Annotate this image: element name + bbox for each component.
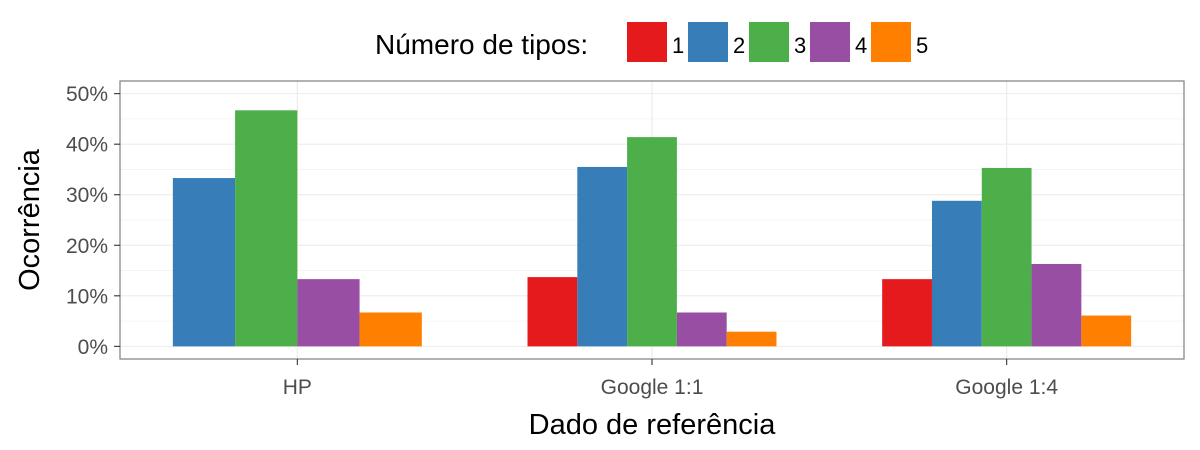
y-tick-label: 20% xyxy=(66,235,108,258)
x-tick-label: HP xyxy=(283,376,312,399)
bar-series-5-3 xyxy=(1081,315,1132,347)
legend-key-3 xyxy=(749,22,789,62)
legend-label-1: 1 xyxy=(672,33,684,58)
x-axis: HP Google 1:1 Google 1:4 xyxy=(283,359,1058,399)
legend-label-5: 5 xyxy=(916,33,928,58)
x-tick-label: Google 1:1 xyxy=(601,376,704,399)
legend-key-5 xyxy=(871,22,911,62)
bar-series-2-2 xyxy=(577,166,628,347)
bar-series-1-3 xyxy=(882,279,932,347)
legend-key-2 xyxy=(688,22,728,62)
bar-series-4-3 xyxy=(1031,263,1082,347)
bar-series-2-1 xyxy=(172,178,236,347)
legend-key-4 xyxy=(810,22,850,62)
y-tick-label: 30% xyxy=(66,184,108,207)
bar-series-3-1 xyxy=(235,110,298,347)
x-tick-label: Google 1:4 xyxy=(955,376,1058,399)
bar-series-3-3 xyxy=(981,167,1032,347)
legend-title: Número de tipos: xyxy=(375,29,588,60)
bar-series-5-1 xyxy=(359,312,422,347)
legend-label-2: 2 xyxy=(733,33,745,58)
y-tick-label: 40% xyxy=(66,134,108,157)
x-axis-title: Dado de referência xyxy=(529,409,777,441)
y-tick-label: 10% xyxy=(66,285,108,308)
legend-label-3: 3 xyxy=(794,33,806,58)
y-tick-label: 50% xyxy=(66,83,108,106)
bar-series-4-2 xyxy=(676,312,727,347)
bar-series-3-2 xyxy=(627,137,677,347)
bar-series-4-1 xyxy=(297,279,360,347)
y-axis: 0% 10% 20% 30% 40% 50% xyxy=(66,83,120,359)
bar-series-5-2 xyxy=(726,331,777,347)
legend-key-1 xyxy=(627,22,667,62)
bar-series-1-2 xyxy=(527,277,578,347)
legend: Número de tipos: 1 2 3 4 5 xyxy=(375,22,928,62)
bar-series-2-3 xyxy=(931,200,982,347)
legend-label-4: 4 xyxy=(855,33,867,58)
bars xyxy=(172,110,1132,347)
y-tick-label: 0% xyxy=(78,336,108,359)
y-axis-title: Ocorrência xyxy=(14,148,46,291)
